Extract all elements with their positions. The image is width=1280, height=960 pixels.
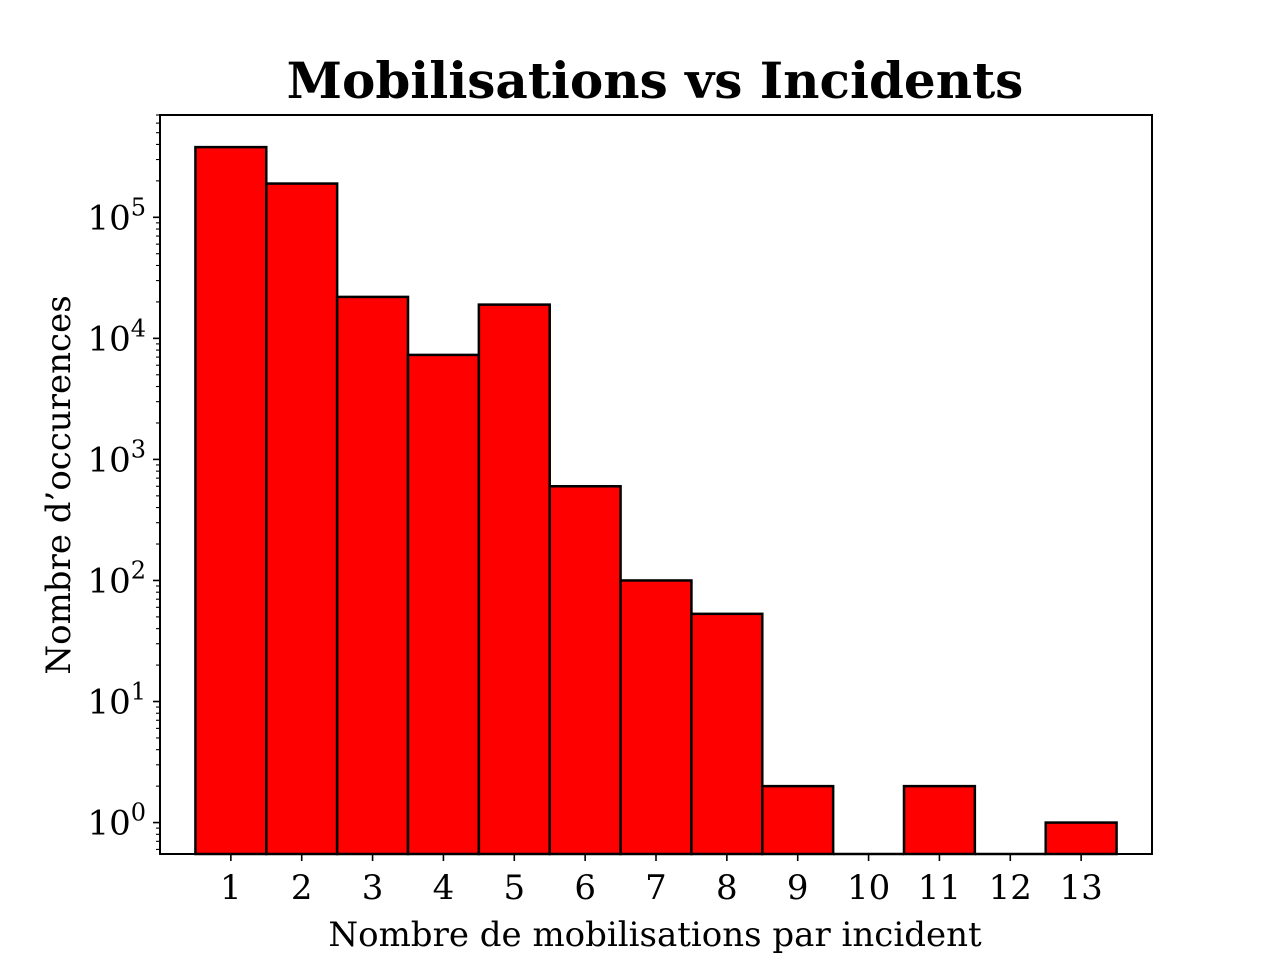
y-tick-exponent: 4	[131, 314, 146, 342]
bar-11	[902, 784, 977, 856]
y-tick-exponent: 2	[131, 556, 146, 584]
y-tick-label: 101	[87, 678, 146, 723]
bar-13	[1044, 821, 1118, 856]
y-tick-base: 10	[87, 198, 130, 238]
bar-6	[548, 485, 622, 856]
x-tick-label: 10	[847, 868, 890, 908]
x-tick-label: 8	[716, 868, 738, 908]
x-tick-label: 5	[503, 868, 525, 908]
y-tick-label: 105	[87, 193, 146, 238]
plot-frame	[159, 114, 1153, 855]
y-tick-exponent: 5	[131, 193, 146, 221]
x-tick-label: 7	[645, 868, 667, 908]
y-tick-base: 10	[87, 683, 130, 723]
y-tick-label: 102	[87, 556, 146, 601]
y-tick-base: 10	[87, 319, 130, 359]
bar-5	[477, 303, 551, 856]
bars-group	[194, 145, 1118, 856]
x-tick-label: 4	[433, 868, 455, 908]
x-tick-label: 13	[1060, 868, 1103, 908]
x-tick-label: 3	[362, 868, 384, 908]
bar-7	[619, 579, 693, 856]
y-tick-base: 10	[87, 561, 130, 601]
chart-title: Mobilisations vs Incidents	[287, 51, 1024, 110]
x-tick-label: 11	[918, 868, 961, 908]
y-tick-base: 10	[87, 440, 130, 480]
x-tick-label: 9	[787, 868, 809, 908]
y-tick-base: 10	[87, 804, 130, 844]
y-axis-label: Nombre d’occurences	[39, 295, 79, 674]
y-tick-exponent: 1	[131, 678, 146, 706]
bar-8	[690, 612, 764, 856]
y-tick-exponent: 3	[131, 435, 146, 463]
bar-2	[265, 182, 339, 856]
x-tick-label: 1	[220, 868, 242, 908]
x-tick-label: 12	[989, 868, 1032, 908]
y-tick-exponent: 0	[131, 799, 146, 827]
x-axis-label: Nombre de mobilisations par incident	[328, 915, 982, 955]
bar-3	[335, 295, 410, 856]
y-tick-label: 100	[87, 799, 146, 844]
x-tick-label: 2	[291, 868, 313, 908]
bar-4	[406, 353, 481, 856]
y-tick-label: 103	[87, 435, 146, 480]
x-tick-label: 6	[574, 868, 596, 908]
x-axis-ticks: 1 2 3 4 5 6 7 8 9 10 11 12 13	[220, 854, 1103, 908]
y-tick-label: 104	[87, 314, 146, 359]
bar-9	[761, 784, 835, 856]
bar-1	[194, 145, 268, 856]
